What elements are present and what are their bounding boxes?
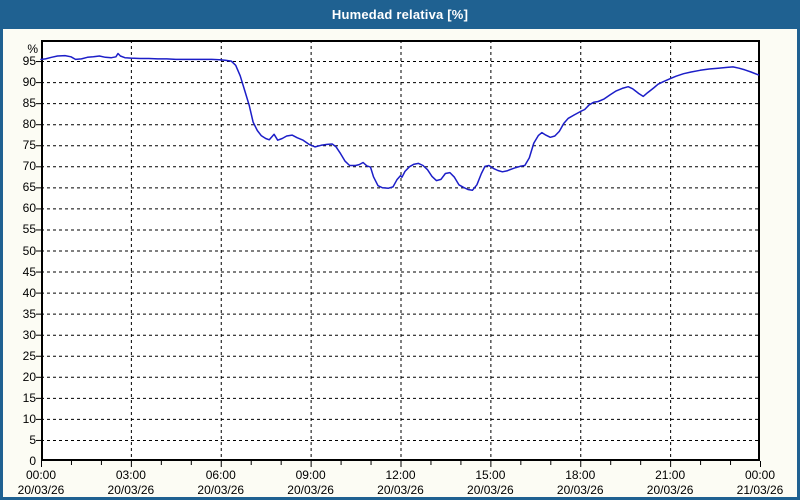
x-axis-date-label: 20/03/26 — [646, 483, 694, 497]
x-axis-time-label: 09:00 — [295, 468, 326, 482]
x-axis-time-label: 18:00 — [565, 468, 596, 482]
y-axis-tick-label: 40 — [22, 285, 36, 300]
y-axis-unit-label: % — [27, 42, 38, 56]
plot-border — [41, 40, 760, 461]
y-axis-tick-label: 5 — [29, 432, 36, 447]
chart-svg — [36, 40, 761, 467]
x-axis-time-label: 06:00 — [205, 468, 236, 482]
y-axis-tick-label: 85 — [22, 96, 36, 111]
x-axis-time-label: 00:00 — [25, 468, 57, 482]
x-axis-time-label: 12:00 — [385, 468, 416, 482]
x-axis-date-label: 21/03/26 — [736, 483, 784, 497]
x-axis-time-label: 03:00 — [115, 468, 146, 482]
y-axis-tick-label: 30 — [22, 327, 36, 342]
plot-area — [36, 40, 761, 467]
x-axis-date-label: 20/03/26 — [377, 483, 424, 497]
x-axis-time-label: 15:00 — [475, 468, 506, 482]
x-axis-date-label: 20/03/26 — [107, 483, 155, 497]
y-axis-tick-label: 65 — [22, 180, 36, 195]
y-axis-tick-label: 25 — [22, 348, 36, 363]
y-axis-tick-label: 35 — [22, 306, 36, 321]
x-axis-date-label: 20/03/26 — [197, 483, 245, 497]
humidity-series-line — [40, 52, 760, 192]
y-axis-tick-label: 15 — [22, 390, 36, 405]
x-axis-time-label: 21:00 — [655, 468, 686, 482]
y-axis-tick-label: 20 — [22, 369, 36, 384]
x-axis-time-label: 00:00 — [744, 468, 776, 482]
x-axis-date-label: 20/03/26 — [17, 483, 65, 497]
y-axis-tick-label: 50 — [22, 243, 36, 258]
y-axis-tick-label: 95 — [22, 54, 36, 69]
y-axis-tick-label: 70 — [22, 159, 36, 174]
y-axis-tick-label: 10 — [22, 411, 36, 426]
y-axis-tick-label: 55 — [22, 222, 36, 237]
chart-title: Humedad relativa [%] — [331, 7, 469, 22]
y-axis-tick-label: 90 — [22, 75, 36, 90]
y-axis-tick-label: 60 — [22, 201, 36, 216]
window-titlebar: Humedad relativa [%] — [0, 0, 800, 29]
y-axis-tick-label: 75 — [22, 138, 36, 153]
y-axis-tick-label: 45 — [22, 264, 36, 279]
x-axis-date-label: 20/03/26 — [287, 483, 334, 497]
x-axis-date-label: 20/03/26 — [467, 483, 514, 497]
y-axis-tick-label: 80 — [22, 117, 36, 132]
x-axis-date-label: 20/03/26 — [556, 483, 604, 497]
y-axis-tick-label: 0 — [29, 454, 36, 468]
